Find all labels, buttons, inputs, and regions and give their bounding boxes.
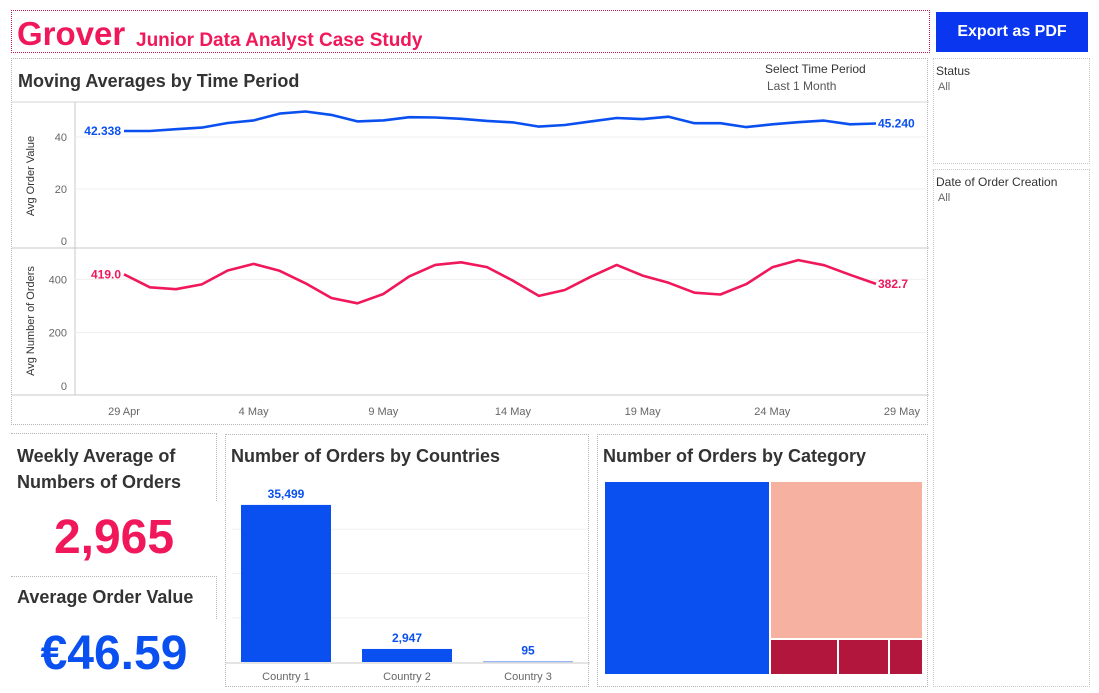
start-value-label: 419.0 (91, 267, 121, 281)
average-order-value-title: Average Order Value (17, 587, 194, 607)
moving-averages-panel: 0 20 40 42.338 45.240 0 200 400 419.0 382.7 29 Apr… (11, 58, 929, 425)
weekly-average-orders-value: 2,965 (53, 511, 175, 564)
start-value-label: 42.338 (84, 124, 121, 138)
avg-order-value-line[interactable] (124, 110, 877, 133)
x-tick-label: 4 May (239, 406, 269, 418)
y-tick-label: 0 (61, 236, 67, 248)
status-filter-value[interactable]: All (938, 81, 951, 93)
orders-by-countries-title: Number of Orders by Countries (231, 446, 501, 466)
moving-averages-title: Moving Averages by Time Period (18, 71, 300, 91)
country-bar[interactable] (483, 661, 573, 663)
x-tick-label: 29 May (884, 406, 921, 418)
brand-logo-text: Grover (17, 15, 126, 52)
country-bar[interactable] (362, 648, 452, 662)
time-period-select[interactable]: Last 1 Month (767, 79, 837, 93)
status-filter-title: Status (936, 64, 971, 78)
bar-value-label: 35,499 (268, 487, 305, 501)
orders-by-category-panel: Number of Orders by Category (597, 434, 928, 687)
orders-by-countries-panel: 35,499 Country 1 2,947 Country 2 95 Country 3… (225, 434, 590, 687)
dashboard-header: Grover Junior Data Analyst Case Study (11, 10, 930, 53)
time-period-label: Select Time Period (765, 62, 866, 76)
y-tick-label: 20 (55, 184, 67, 196)
moving-averages-chart: 0 20 40 42.338 45.240 0 200 400 419.0 382.7 29 Apr… (12, 101, 929, 418)
category-tile[interactable] (770, 481, 923, 639)
end-value-label: 45.240 (878, 116, 915, 130)
y-tick-label: 400 (49, 274, 67, 286)
country-tick-label: Country 2 (383, 671, 431, 683)
y-tick-label: 0 (61, 381, 67, 393)
orders-by-countries-chart: 35,499 Country 1 2,947 Country 2 95 Country 3 (226, 487, 590, 683)
category-tile[interactable] (604, 481, 770, 675)
average-order-value-card: Average Order Value €46.59 (11, 576, 217, 687)
bar-value-label: 95 (521, 644, 535, 658)
bar-value-label: 2,947 (392, 631, 422, 645)
weekly-average-orders-card: Weekly Average of Numbers of Orders 2,96… (11, 433, 217, 570)
country-bar[interactable] (241, 504, 331, 662)
weekly-average-orders-title: Weekly Average of Numbers of Orders (17, 446, 182, 492)
status-filter[interactable]: Status All (933, 58, 1090, 164)
dashboard-subtitle: Junior Data Analyst Case Study (136, 30, 423, 51)
end-value-label: 382.7 (878, 277, 908, 291)
y-tick-label: 40 (55, 132, 67, 144)
x-tick-label: 24 May (754, 406, 791, 418)
x-tick-label: 19 May (625, 406, 662, 418)
y-tick-label: 200 (49, 328, 67, 340)
country-tick-label: Country 3 (504, 671, 552, 683)
avg-number-of-orders-axis-label: Avg Number of Orders (25, 266, 37, 376)
x-tick-label: 14 May (495, 406, 532, 418)
avg-order-value-axis-label: Avg Order Value (25, 136, 37, 216)
average-order-value-value: €46.59 (40, 627, 188, 680)
aov-kpi-frame (11, 576, 217, 619)
export-pdf-button[interactable]: Export as PDF (936, 12, 1088, 52)
x-tick-label: 9 May (368, 406, 398, 418)
category-tile[interactable] (838, 639, 889, 675)
date-of-order-creation-filter[interactable]: Date of Order Creation All (933, 169, 1090, 687)
date-filter-value[interactable]: All (938, 192, 951, 204)
avg-number-of-orders-line[interactable] (123, 258, 877, 305)
x-tick-label: 29 Apr (108, 406, 140, 418)
date-filter-title: Date of Order Creation (936, 175, 1058, 189)
category-tile[interactable] (770, 639, 838, 675)
orders-by-category-title: Number of Orders by Category (603, 446, 867, 466)
weekly-kpi-frame (11, 433, 217, 501)
country-tick-label: Country 1 (262, 671, 310, 683)
category-tile[interactable] (889, 639, 923, 675)
